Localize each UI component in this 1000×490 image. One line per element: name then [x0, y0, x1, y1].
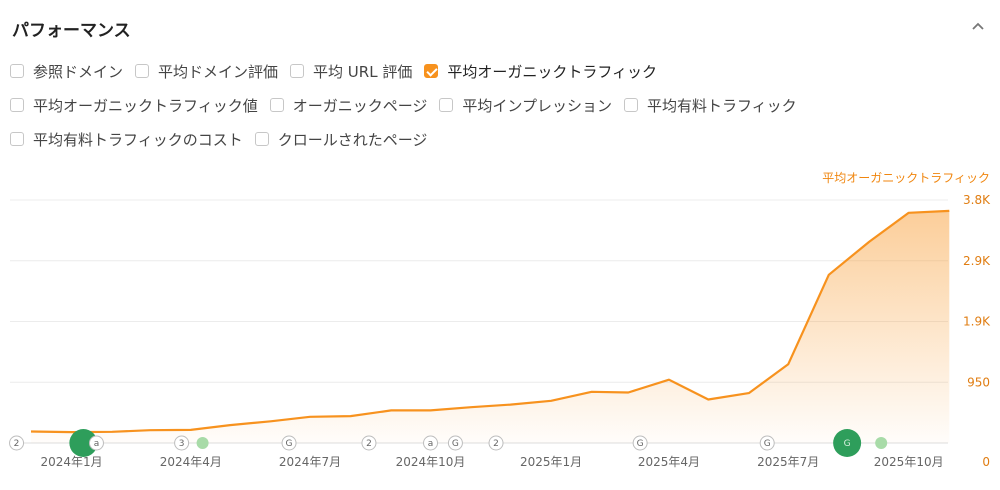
annotation-label: G [764, 439, 771, 449]
event-marker [759, 435, 775, 451]
metric-label: 平均オーガニックトラフィック値 [33, 96, 258, 115]
annotation-label: G [286, 439, 293, 449]
metric-checkbox[interactable]: 参照ドメイン [10, 61, 123, 82]
x-tick-label: 2025年1月 [520, 455, 582, 469]
algorithm-update-marker [69, 429, 98, 457]
annotation-label: G [452, 439, 459, 449]
x-tick-label: 2025年7月 [757, 455, 819, 469]
y-tick-label: 0 [982, 455, 990, 469]
metric-checkbox[interactable]: クロールされたページ [254, 129, 428, 150]
checkbox-icon[interactable] [10, 132, 24, 146]
traffic-chart: 平均オーガニックトラフィック 0 950 1.9K 2.9K 3.8K 2024年1月 202… [9, 171, 991, 469]
event-marker [632, 435, 648, 451]
metric-label: 参照ドメイン [33, 62, 124, 81]
metric-label: 平均 URL 評価 [313, 62, 413, 81]
annotation-label: 3 [179, 439, 185, 449]
metric-row-2: 平均オーガニックトラフィック値 オーガニックページ 平均インプレッション 平均有料トラ… [10, 93, 809, 117]
section-title: パフォーマンス [12, 21, 131, 41]
checkbox-icon[interactable] [439, 98, 454, 112]
metric-checkbox[interactable]: 平均ドメイン評価 [135, 61, 278, 82]
performance-header: パフォーマンス [12, 14, 988, 44]
checkbox-icon[interactable] [10, 98, 24, 112]
event-dot-marker [875, 437, 888, 449]
metric-label: 平均ドメイン評価 [158, 62, 279, 81]
metric-label: 平均有料トラフィックのコスト [33, 130, 243, 149]
x-tick-label: 2024年7月 [279, 455, 341, 469]
event-marker [281, 435, 297, 451]
metric-label: 平均オーガニックトラフィック [447, 62, 658, 81]
annotation-label: 2 [366, 439, 372, 449]
annotation-label: 2 [14, 439, 20, 449]
event-marker [361, 435, 377, 451]
annotation-label: a [428, 439, 434, 449]
event-marker [423, 435, 439, 451]
metric-row-3: 平均有料トラフィックのコスト クロールされたページ [10, 127, 439, 151]
checkbox-icon[interactable] [290, 64, 305, 78]
metric-checkbox[interactable]: 平均有料トラフィックのコスト [10, 129, 243, 150]
metric-label: クロールされたページ [277, 130, 428, 149]
event-marker [447, 435, 463, 451]
x-tick-label: 2024年10月 [396, 455, 466, 469]
checkbox-icon[interactable] [623, 98, 638, 112]
metric-checkbox[interactable]: 平均オーガニックトラフィック [424, 61, 657, 82]
event-dot-marker [196, 437, 209, 449]
y-tick-label: 3.8K [963, 193, 991, 207]
series-line [30, 209, 950, 434]
checkbox-checked-icon[interactable] [424, 64, 439, 78]
metric-checkbox[interactable]: 平均オーガニックトラフィック値 [10, 95, 258, 116]
chevron-up-icon[interactable] [968, 16, 988, 35]
checkbox-icon[interactable] [10, 64, 24, 78]
x-tick-label: 2025年4月 [638, 455, 700, 469]
y-tick-label: 1.9K [963, 315, 991, 329]
metric-checkbox[interactable]: 平均 URL 評価 [290, 61, 412, 82]
metric-label: 平均インプレッション [462, 96, 612, 115]
y-axis-title: 平均オーガニックトラフィック [822, 171, 990, 185]
checkbox-icon[interactable] [135, 64, 150, 78]
metric-label: 平均有料トラフィック [646, 96, 797, 115]
y-tick-label: 2.9K [963, 254, 991, 268]
metric-label: オーガニックページ [292, 96, 428, 115]
x-tick-label: 2024年4月 [160, 455, 222, 469]
annotation-label: G [844, 439, 851, 449]
metric-row-1: 参照ドメイン 平均ドメイン評価 平均 URL 評価 平均オーガニックトラフィック [10, 59, 669, 83]
annotation-label: G [637, 439, 644, 449]
annotation-label: 2 [493, 439, 499, 449]
event-marker [174, 435, 190, 451]
metric-checkbox[interactable]: 平均インプレッション [439, 95, 612, 116]
event-marker [9, 435, 25, 451]
metric-checkbox[interactable]: オーガニックページ [269, 95, 428, 116]
checkbox-icon[interactable] [254, 132, 269, 146]
x-tick-label: 2025年10月 [874, 455, 944, 469]
algorithm-update-marker [833, 429, 862, 457]
event-marker [488, 435, 504, 451]
event-marker [88, 435, 104, 451]
y-tick-label: 950 [967, 375, 990, 389]
x-tick-label: 2024年1月 [40, 455, 102, 469]
series-area [31, 210, 950, 443]
annotation-label: a [94, 439, 100, 449]
checkbox-icon[interactable] [269, 98, 284, 112]
metric-checkbox[interactable]: 平均有料トラフィック [623, 95, 797, 116]
